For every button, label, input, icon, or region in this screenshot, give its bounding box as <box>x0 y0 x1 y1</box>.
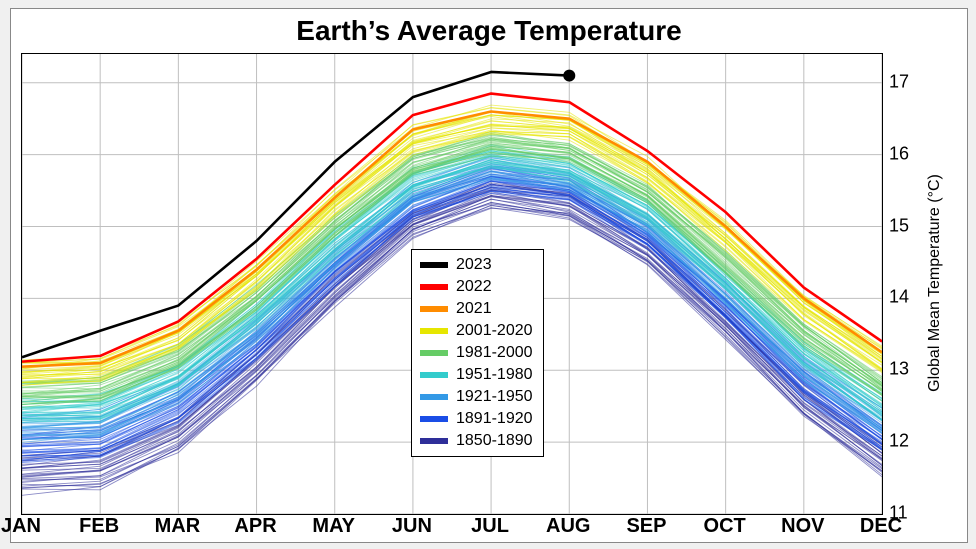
y-tick-label: 13 <box>889 359 909 380</box>
x-tick-label: MAY <box>312 515 355 538</box>
legend-label: 2022 <box>456 278 492 296</box>
y-tick-label: 12 <box>889 431 909 452</box>
legend-swatch <box>420 394 448 400</box>
legend-row: 1850-1890 <box>420 430 533 452</box>
legend-swatch <box>420 416 448 422</box>
legend-label: 2023 <box>456 256 492 274</box>
x-tick-label: JUL <box>471 515 509 538</box>
legend-swatch <box>420 306 448 312</box>
legend-row: 1951-1980 <box>420 364 533 386</box>
legend-swatch <box>420 350 448 356</box>
x-tick-label: JAN <box>1 515 41 538</box>
x-tick-label: NOV <box>781 515 824 538</box>
legend-swatch <box>420 262 448 268</box>
y-tick-label: 15 <box>889 215 909 236</box>
x-tick-label: FEB <box>79 515 119 538</box>
legend-row: 2022 <box>420 276 533 298</box>
legend-label: 2021 <box>456 300 492 318</box>
chart-title: Earth’s Average Temperature <box>11 15 967 47</box>
legend-label: 2001-2020 <box>456 322 533 340</box>
legend-swatch <box>420 372 448 378</box>
y-tick-label: 14 <box>889 287 909 308</box>
y-tick-label: 11 <box>889 503 908 524</box>
x-tick-label: APR <box>234 515 276 538</box>
legend-row: 1891-1920 <box>420 408 533 430</box>
x-tick-label: MAR <box>155 515 201 538</box>
legend-swatch <box>420 328 448 334</box>
y-tick-label: 17 <box>889 71 909 92</box>
legend: 2023 2022 2021 2001-2020 1981-2000 1951-1980 1… <box>411 249 544 457</box>
legend-row: 2001-2020 <box>420 320 533 342</box>
x-tick-label: AUG <box>546 515 590 538</box>
y-tick-label: 16 <box>889 143 909 164</box>
x-tick-label: JUN <box>392 515 432 538</box>
legend-label: 1981-2000 <box>456 344 533 362</box>
x-tick-label: OCT <box>704 515 746 538</box>
legend-row: 2021 <box>420 298 533 320</box>
legend-row: 2023 <box>420 254 533 276</box>
chart-frame: Earth’s Average Temperature Source: Berk… <box>10 8 968 543</box>
x-tick-label: SEP <box>626 515 666 538</box>
legend-row: 1921-1950 <box>420 386 533 408</box>
legend-row: 1981-2000 <box>420 342 533 364</box>
legend-label: 1850-1890 <box>456 432 533 450</box>
legend-swatch <box>420 284 448 290</box>
legend-swatch <box>420 438 448 444</box>
series-end-marker <box>563 70 575 82</box>
legend-label: 1891-1920 <box>456 410 533 428</box>
y-axis-label: Global Mean Temperature (°C) <box>926 174 944 392</box>
legend-label: 1921-1950 <box>456 388 533 406</box>
legend-label: 1951-1980 <box>456 366 533 384</box>
